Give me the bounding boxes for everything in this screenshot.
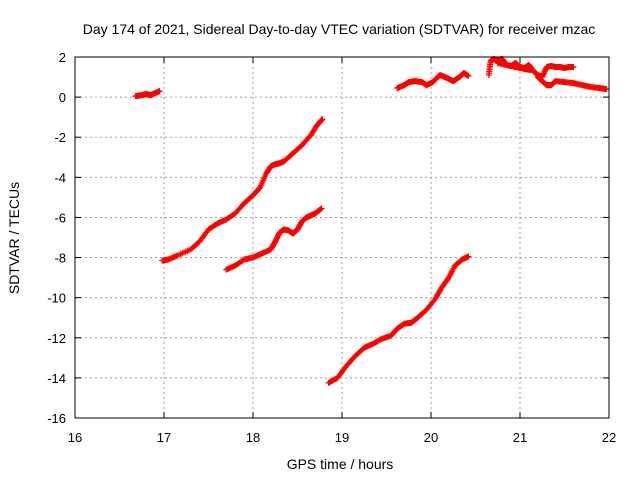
y-axis-label: SDTVAR / TECUs	[6, 182, 22, 294]
y-tick-label: -8	[54, 251, 66, 266]
series-segment-6	[485, 56, 577, 81]
series-segment-7	[534, 74, 610, 93]
x-tick-label: 22	[602, 430, 616, 445]
x-tick-label: 20	[424, 430, 438, 445]
y-tick-label: 0	[59, 90, 66, 105]
y-tick-label: -4	[54, 170, 66, 185]
y-tick-label: 2	[59, 50, 66, 65]
y-tick-label: -16	[47, 411, 66, 426]
y-tick-label: -6	[54, 210, 66, 225]
data-point	[570, 64, 577, 71]
data-point	[465, 253, 472, 260]
chart-title: Day 174 of 2021, Sidereal Day-to-day VTE…	[83, 21, 596, 37]
y-tick-label: -14	[47, 371, 66, 386]
series-segment-5	[394, 70, 472, 92]
data-point	[319, 116, 326, 123]
series-segment-3	[223, 205, 325, 273]
series-segment-4	[325, 253, 472, 386]
data-point	[317, 206, 324, 213]
data-point	[603, 86, 610, 93]
series-segment-2	[159, 116, 326, 264]
data-point	[527, 67, 534, 74]
x-tick-label: 17	[157, 430, 171, 445]
data-point	[318, 116, 325, 123]
y-tick-label: -12	[47, 331, 66, 346]
y-tick-label: -2	[54, 130, 66, 145]
data-point	[156, 88, 163, 95]
series-segment-8	[494, 60, 534, 74]
data-point	[465, 73, 472, 80]
x-tick-label: 21	[513, 430, 527, 445]
data-point	[318, 205, 325, 212]
series-segment-1	[132, 88, 163, 100]
x-axis-label: GPS time / hours	[287, 456, 394, 472]
data-series	[132, 56, 610, 386]
x-tick-label: 16	[68, 430, 82, 445]
x-tick-label: 18	[246, 430, 260, 445]
x-tick-label: 19	[335, 430, 349, 445]
y-tick-label: -10	[47, 291, 66, 306]
grid-lines	[75, 57, 609, 418]
